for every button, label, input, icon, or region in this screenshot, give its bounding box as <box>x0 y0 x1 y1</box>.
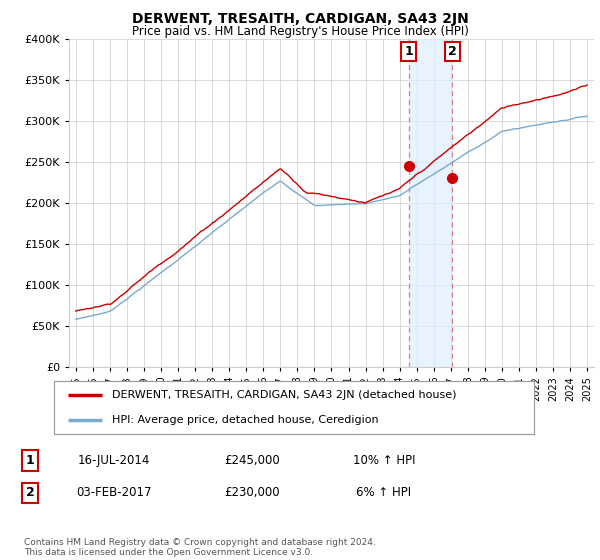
Text: 2: 2 <box>26 486 34 500</box>
Text: 6% ↑ HPI: 6% ↑ HPI <box>356 486 412 500</box>
Text: 2: 2 <box>448 45 457 58</box>
Text: HPI: Average price, detached house, Ceredigion: HPI: Average price, detached house, Cere… <box>112 414 378 424</box>
Text: DERWENT, TRESAITH, CARDIGAN, SA43 2JN (detached house): DERWENT, TRESAITH, CARDIGAN, SA43 2JN (d… <box>112 390 456 400</box>
Text: Price paid vs. HM Land Registry's House Price Index (HPI): Price paid vs. HM Land Registry's House … <box>131 25 469 38</box>
Bar <box>409 39 452 367</box>
Text: £245,000: £245,000 <box>224 454 280 467</box>
Text: DERWENT, TRESAITH, CARDIGAN, SA43 2JN: DERWENT, TRESAITH, CARDIGAN, SA43 2JN <box>131 12 469 26</box>
Text: 10% ↑ HPI: 10% ↑ HPI <box>353 454 415 467</box>
Text: 16-JUL-2014: 16-JUL-2014 <box>78 454 150 467</box>
Text: £230,000: £230,000 <box>224 486 280 500</box>
Text: 03-FEB-2017: 03-FEB-2017 <box>76 486 152 500</box>
Text: Contains HM Land Registry data © Crown copyright and database right 2024.
This d: Contains HM Land Registry data © Crown c… <box>24 538 376 557</box>
Text: 1: 1 <box>26 454 34 467</box>
Text: 1: 1 <box>404 45 413 58</box>
